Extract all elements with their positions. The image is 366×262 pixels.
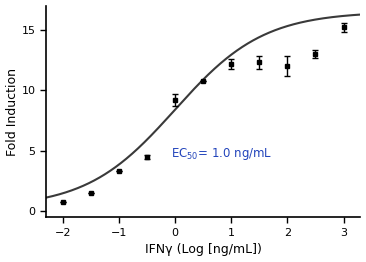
Y-axis label: Fold Induction: Fold Induction — [5, 68, 19, 156]
Text: EC$_{50}$= 1.0 ng/mL: EC$_{50}$= 1.0 ng/mL — [171, 146, 273, 162]
X-axis label: IFNγ (Log [ng/mL]): IFNγ (Log [ng/mL]) — [145, 243, 262, 256]
